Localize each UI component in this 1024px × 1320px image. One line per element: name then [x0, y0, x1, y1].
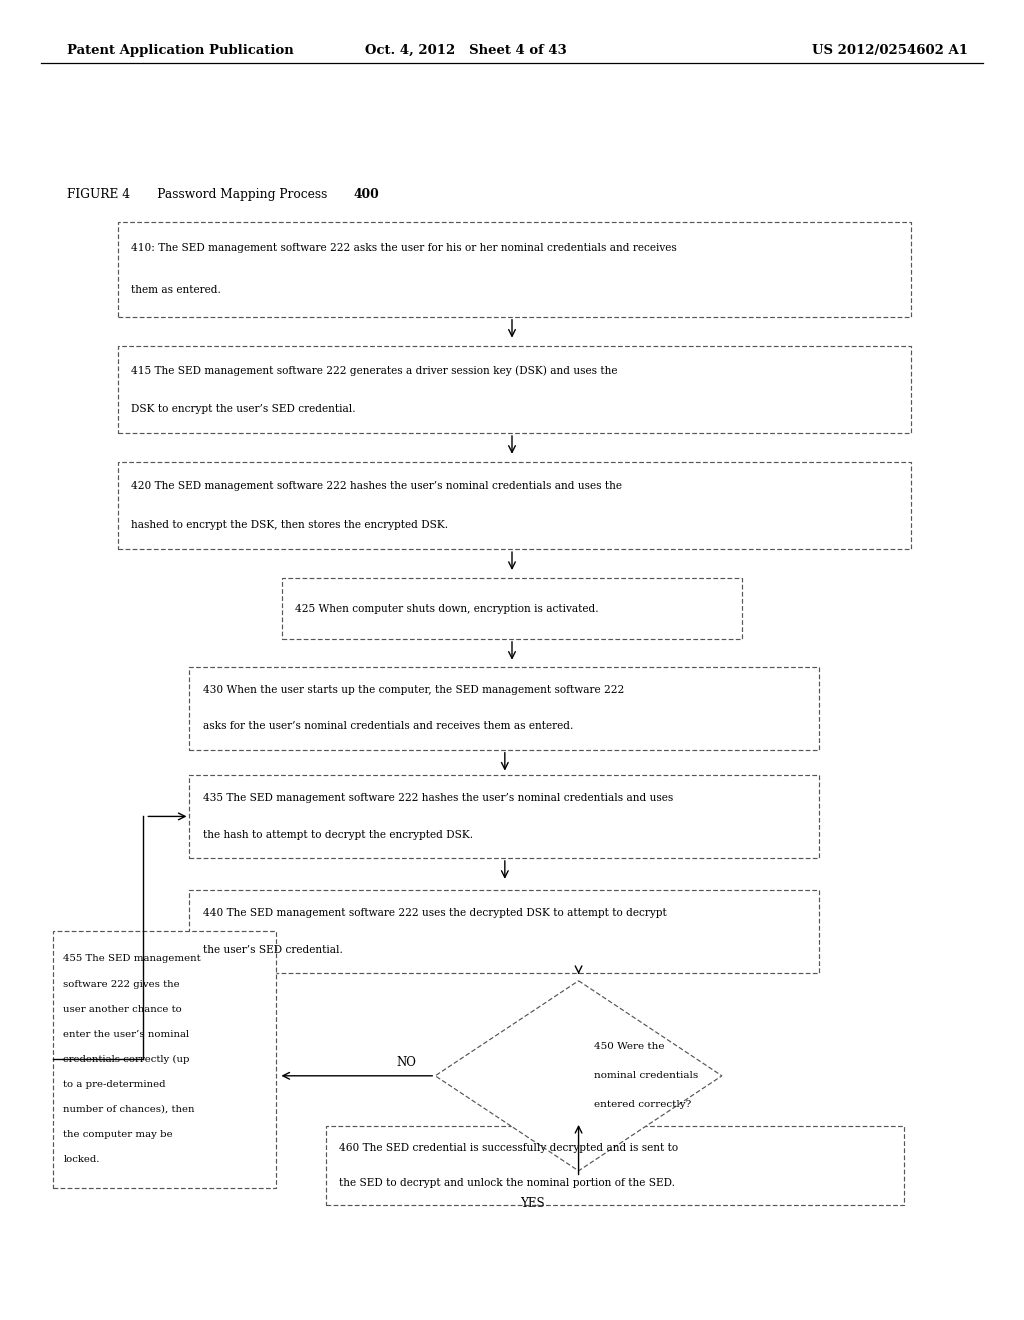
- Text: Oct. 4, 2012   Sheet 4 of 43: Oct. 4, 2012 Sheet 4 of 43: [365, 44, 567, 57]
- Text: locked.: locked.: [63, 1155, 100, 1164]
- Text: number of chances), then: number of chances), then: [63, 1105, 195, 1114]
- Text: Patent Application Publication: Patent Application Publication: [67, 44, 293, 57]
- FancyBboxPatch shape: [189, 775, 819, 858]
- Text: US 2012/0254602 A1: US 2012/0254602 A1: [812, 44, 968, 57]
- Text: 410: The SED management software 222 asks the user for his or her nominal creden: 410: The SED management software 222 ask…: [131, 243, 677, 253]
- Text: NO: NO: [396, 1056, 417, 1069]
- Text: FIGURE 4       Password Mapping Process: FIGURE 4 Password Mapping Process: [67, 187, 331, 201]
- Text: 430 When the user starts up the computer, the SED management software 222: 430 When the user starts up the computer…: [203, 685, 624, 694]
- Text: user another chance to: user another chance to: [63, 1005, 182, 1014]
- Text: asks for the user’s nominal credentials and receives them as entered.: asks for the user’s nominal credentials …: [203, 722, 573, 731]
- Polygon shape: [435, 981, 722, 1171]
- Text: credentials correctly (up: credentials correctly (up: [63, 1055, 190, 1064]
- Text: the SED to decrypt and unlock the nominal portion of the SED.: the SED to decrypt and unlock the nomina…: [339, 1177, 675, 1188]
- Text: them as entered.: them as entered.: [131, 285, 221, 296]
- FancyBboxPatch shape: [118, 462, 911, 549]
- FancyBboxPatch shape: [282, 578, 742, 639]
- FancyBboxPatch shape: [53, 931, 276, 1188]
- Text: 425 When computer shuts down, encryption is activated.: 425 When computer shuts down, encryption…: [295, 603, 599, 614]
- Text: DSK to encrypt the user’s SED credential.: DSK to encrypt the user’s SED credential…: [131, 404, 355, 413]
- Text: 460 The SED credential is successfully decrypted and is sent to: 460 The SED credential is successfully d…: [339, 1143, 678, 1154]
- Text: nominal credentials: nominal credentials: [594, 1072, 698, 1080]
- Text: YES: YES: [520, 1197, 545, 1210]
- Text: the computer may be: the computer may be: [63, 1130, 173, 1139]
- Text: hashed to encrypt the DSK, then stores the encrypted DSK.: hashed to encrypt the DSK, then stores t…: [131, 520, 449, 529]
- Text: 450 Were the: 450 Were the: [594, 1043, 665, 1051]
- Text: 455 The SED management: 455 The SED management: [63, 954, 201, 964]
- FancyBboxPatch shape: [189, 890, 819, 973]
- Text: the user’s SED credential.: the user’s SED credential.: [203, 945, 343, 954]
- Text: the hash to attempt to decrypt the encrypted DSK.: the hash to attempt to decrypt the encry…: [203, 830, 473, 840]
- FancyBboxPatch shape: [118, 222, 911, 317]
- Text: 435 The SED management software 222 hashes the user’s nominal credentials and us: 435 The SED management software 222 hash…: [203, 793, 673, 803]
- FancyBboxPatch shape: [326, 1126, 904, 1205]
- Text: 420 The SED management software 222 hashes the user’s nominal credentials and us: 420 The SED management software 222 hash…: [131, 482, 622, 491]
- Text: to a pre-determined: to a pre-determined: [63, 1080, 166, 1089]
- Text: 440 The SED management software 222 uses the decrypted DSK to attempt to decrypt: 440 The SED management software 222 uses…: [203, 908, 667, 917]
- FancyBboxPatch shape: [118, 346, 911, 433]
- Text: entered correctly?: entered correctly?: [594, 1101, 691, 1109]
- FancyBboxPatch shape: [189, 667, 819, 750]
- Text: software 222 gives the: software 222 gives the: [63, 979, 180, 989]
- Text: 400: 400: [353, 187, 379, 201]
- Text: enter the user’s nominal: enter the user’s nominal: [63, 1030, 189, 1039]
- Text: 415 The SED management software 222 generates a driver session key (DSK) and use: 415 The SED management software 222 gene…: [131, 364, 617, 375]
